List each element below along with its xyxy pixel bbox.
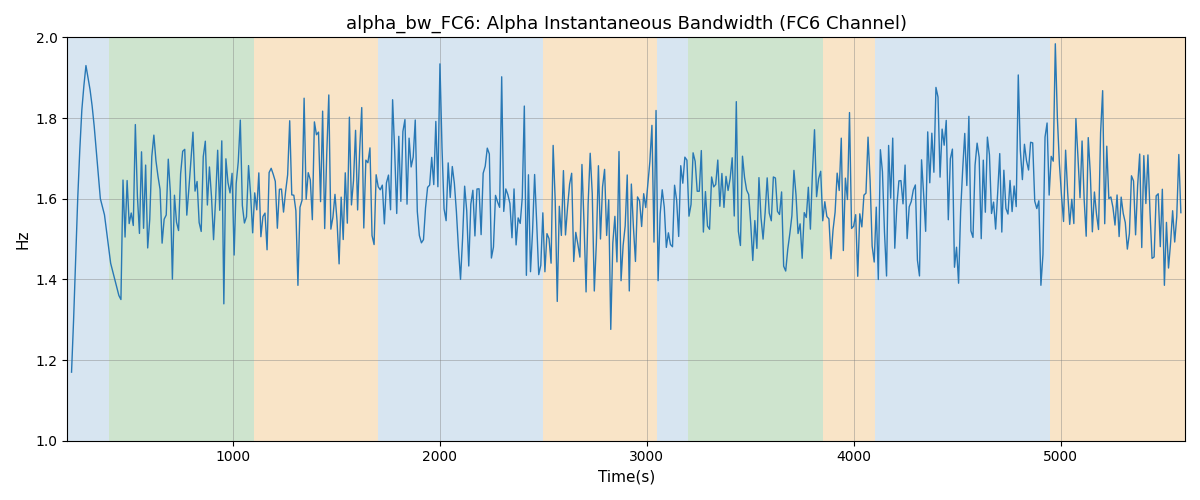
- Bar: [109, 38, 253, 440]
- Bar: [689, 38, 823, 440]
- Title: alpha_bw_FC6: Alpha Instantaneous Bandwidth (FC6 Channel): alpha_bw_FC6: Alpha Instantaneous Bandwi…: [346, 15, 907, 34]
- Bar: [823, 38, 875, 440]
- Bar: [67, 38, 109, 440]
- Bar: [544, 38, 658, 440]
- Bar: [658, 38, 689, 440]
- X-axis label: Time(s): Time(s): [598, 470, 655, 485]
- Bar: [1050, 38, 1186, 440]
- Bar: [378, 38, 544, 440]
- Y-axis label: Hz: Hz: [16, 230, 30, 249]
- Bar: [253, 38, 378, 440]
- Bar: [875, 38, 1050, 440]
